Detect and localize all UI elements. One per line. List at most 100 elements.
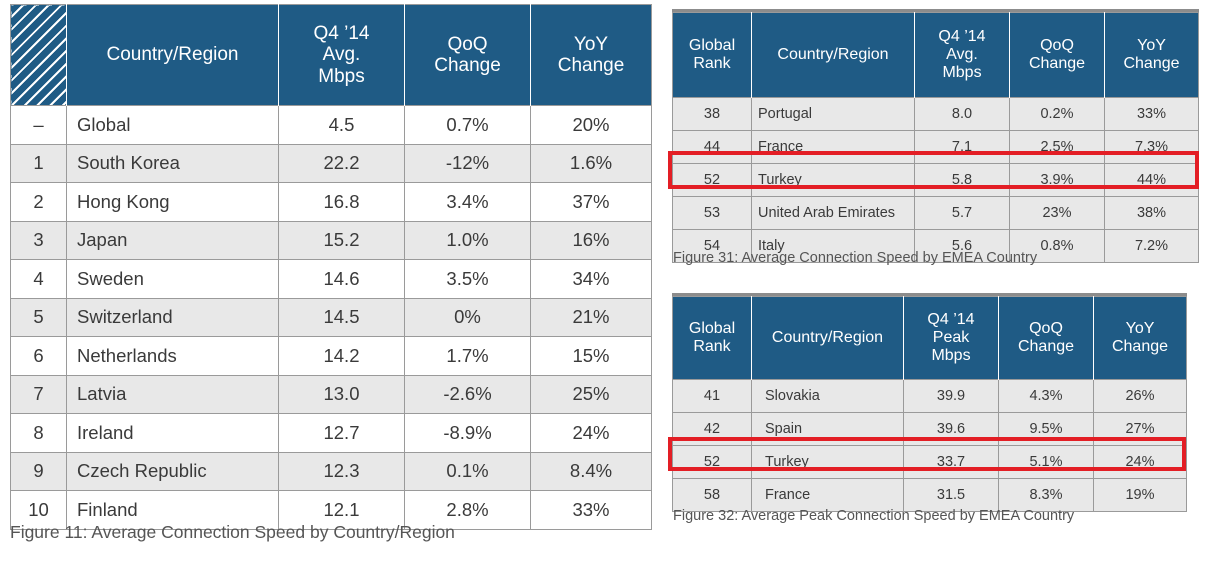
table-cell: 44% <box>1104 163 1199 197</box>
table-row: 3 Japan 15.2 1.0% 16% <box>10 220 652 260</box>
figure31-header-cell: Country/Region <box>751 12 915 98</box>
table-row: 58 France 31.5 8.3% 19% <box>672 478 1187 512</box>
figure31-header-cell: QoQ Change <box>1009 12 1105 98</box>
table-cell: 4.5 <box>278 105 405 145</box>
table-cell: 23% <box>1009 196 1105 230</box>
table-cell: 25% <box>530 374 652 414</box>
table-cell: Turkey <box>751 445 904 479</box>
table-cell: France <box>751 130 915 164</box>
table-cell: Ireland <box>66 413 279 453</box>
figure-31-caption: Figure 31: Average Connection Speed by E… <box>673 250 1038 266</box>
table-cell: 13.0 <box>278 374 405 414</box>
table-cell: 37% <box>530 182 652 222</box>
figure-32-highlight-box <box>668 437 1186 471</box>
table-cell: 33% <box>530 490 652 530</box>
table-cell: 3 <box>10 220 67 260</box>
table-cell: 3.4% <box>404 182 531 222</box>
table-cell: 38% <box>1104 196 1199 230</box>
table-cell: 7.1 <box>914 130 1010 164</box>
table-cell: Latvia <box>66 374 279 414</box>
table-cell: 2 <box>10 182 67 222</box>
table-cell: Czech Republic <box>66 451 279 491</box>
table-cell: 8 <box>10 413 67 453</box>
table-cell: 7.2% <box>1104 229 1199 263</box>
table-cell: 24% <box>530 413 652 453</box>
table-row: – Global 4.5 0.7% 20% <box>10 105 652 145</box>
table-cell: 52 <box>672 445 752 479</box>
table-cell: Finland <box>66 490 279 530</box>
table-cell: 38 <box>672 97 752 131</box>
table-cell: 5.8 <box>914 163 1010 197</box>
figure32-header-cell: Country/Region <box>751 296 904 380</box>
table-cell: 12.7 <box>278 413 405 453</box>
figure-11-body: – Global 4.5 0.7% 20% 1 South Korea 22.2 -12% 1.6… <box>10 105 652 530</box>
table-cell: – <box>10 105 67 145</box>
figure32-header-cell: YoY Change <box>1093 296 1187 380</box>
figure31-header-cell: Q4 ’14 Avg. Mbps <box>914 12 1010 98</box>
table-cell: 0% <box>404 297 531 337</box>
figure-11-header-row: Country/Region Q4 ’14 Avg. Mbps QoQ Change… <box>10 4 652 106</box>
figure-31-table: Global Rank Country/Region Q4 ’14 Avg. Mbp… <box>672 12 1199 263</box>
table-cell: 1.0% <box>404 220 531 260</box>
table-cell: 15.2 <box>278 220 405 260</box>
table-cell: 16.8 <box>278 182 405 222</box>
figure11-header-cell: Q4 ’14 Avg. Mbps <box>278 4 405 106</box>
figure31-header-cell: YoY Change <box>1104 12 1199 98</box>
table-cell: -2.6% <box>404 374 531 414</box>
table-row: 52 Turkey 5.8 3.9% 44% <box>672 163 1199 197</box>
table-row: 53 United Arab Emirates 5.7 23% 38% <box>672 196 1199 230</box>
table-cell: 0.8% <box>1009 229 1105 263</box>
table-cell: 14.2 <box>278 336 405 376</box>
table-cell: 20% <box>530 105 652 145</box>
table-cell: 3.9% <box>1009 163 1105 197</box>
table-cell: 31.5 <box>903 478 999 512</box>
figure11-header-cell: Country/Region <box>66 4 279 106</box>
table-cell: 8.4% <box>530 451 652 491</box>
table-cell: -8.9% <box>404 413 531 453</box>
table-cell: Italy <box>751 229 915 263</box>
table-cell: 4.3% <box>998 379 1094 413</box>
table-cell: 10 <box>10 490 67 530</box>
table-cell: 5 <box>10 297 67 337</box>
table-row: 9 Czech Republic 12.3 0.1% 8.4% <box>10 451 652 491</box>
table-cell: Sweden <box>66 259 279 299</box>
table-row: 1 South Korea 22.2 -12% 1.6% <box>10 143 652 183</box>
table-cell: 1 <box>10 143 67 183</box>
table-cell: 0.1% <box>404 451 531 491</box>
table-cell: 4 <box>10 259 67 299</box>
table-cell: United Arab Emirates <box>751 196 915 230</box>
table-cell: Hong Kong <box>66 182 279 222</box>
table-cell: 12.3 <box>278 451 405 491</box>
figure32-header-cell: Q4 ’14 Peak Mbps <box>903 296 999 380</box>
figure-31-highlight-box <box>668 151 1199 189</box>
table-cell: 1.6% <box>530 143 652 183</box>
table-cell: 14.5 <box>278 297 405 337</box>
table-row: 41 Slovakia 39.9 4.3% 26% <box>672 379 1187 413</box>
table-cell: 58 <box>672 478 752 512</box>
table-cell: 15% <box>530 336 652 376</box>
table-row: 8 Ireland 12.7 -8.9% 24% <box>10 413 652 453</box>
table-cell: 24% <box>1093 445 1187 479</box>
table-cell: 5.7 <box>914 196 1010 230</box>
figure-32-caption: Figure 32: Average Peak Connection Speed… <box>673 508 1075 524</box>
table-cell: 2.5% <box>1009 130 1105 164</box>
table-cell: Slovakia <box>751 379 904 413</box>
table-cell: 9 <box>10 451 67 491</box>
table-cell: France <box>751 478 904 512</box>
figure-11-caption: Figure 11: Average Connection Speed by C… <box>10 522 455 542</box>
table-cell: 0.2% <box>1009 97 1105 131</box>
table-cell: Portugal <box>751 97 915 131</box>
table-cell: 19% <box>1093 478 1187 512</box>
table-cell: Japan <box>66 220 279 260</box>
table-row: 54 Italy 5.6 0.8% 7.2% <box>672 229 1199 263</box>
table-cell: Switzerland <box>66 297 279 337</box>
figure11-header-hatch <box>10 4 67 106</box>
figure31-header-cell: Global Rank <box>672 12 752 98</box>
table-cell: 33% <box>1104 97 1199 131</box>
table-cell: 2.8% <box>404 490 531 530</box>
table-row: 38 Portugal 8.0 0.2% 33% <box>672 97 1199 131</box>
figure-32-table: Global Rank Country/Region Q4 ’14 Peak Mbp… <box>672 296 1187 512</box>
table-cell: 0.7% <box>404 105 531 145</box>
table-cell: 1.7% <box>404 336 531 376</box>
table-cell: 16% <box>530 220 652 260</box>
